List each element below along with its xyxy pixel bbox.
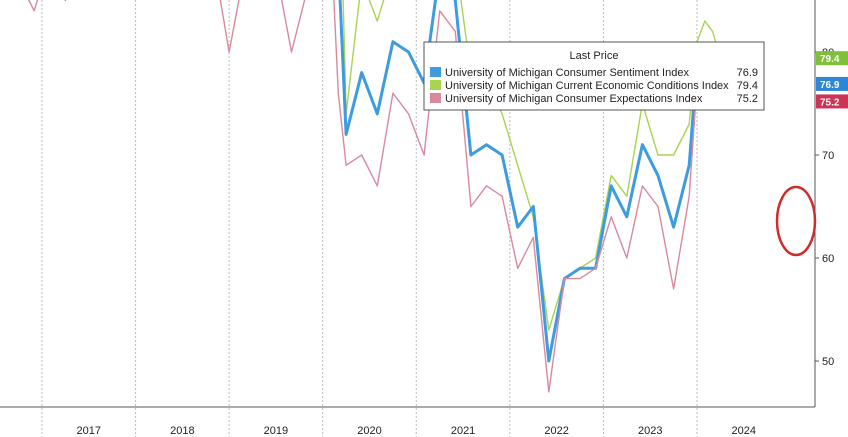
x-tick-label: 2020 bbox=[357, 425, 381, 437]
x-tick-label: 2024 bbox=[732, 425, 756, 437]
legend-title: Last Price bbox=[570, 50, 619, 62]
legend-entry: University of Michigan Current Economic … bbox=[430, 80, 758, 92]
legend-box bbox=[423, 41, 765, 111]
tag-label: 79.4 bbox=[820, 54, 840, 65]
x-tick-label: 2023 bbox=[638, 425, 662, 437]
tag-background bbox=[816, 51, 848, 66]
legend-swatch bbox=[430, 93, 441, 103]
y-tick-label: 50 bbox=[822, 356, 834, 368]
legend-swatch bbox=[430, 80, 441, 90]
legend-entry-name: University of Michigan Consumer Expectat… bbox=[445, 93, 703, 105]
last-value-tag: 79.4 bbox=[816, 51, 848, 66]
legend-entry-name: University of Michigan Consumer Sentimen… bbox=[445, 67, 689, 79]
x-tick-label: 2019 bbox=[264, 425, 288, 437]
legend: Last Price University of Michigan Consume… bbox=[423, 41, 765, 111]
tag-background bbox=[816, 76, 848, 91]
series-line-3 bbox=[27, 0, 722, 393]
tag-label: 76.9 bbox=[820, 80, 840, 91]
x-tick-label: 2018 bbox=[170, 425, 194, 437]
highlight-circle bbox=[775, 185, 817, 257]
last-value-tag: 75.2 bbox=[816, 94, 848, 109]
legend-entry: University of Michigan Consumer Sentimen… bbox=[430, 67, 758, 79]
tag-label: 75.2 bbox=[820, 97, 840, 108]
legend-entry-name: University of Michigan Current Economic … bbox=[445, 80, 729, 92]
y-tick-label: 60 bbox=[822, 253, 834, 265]
x-tick-label: 2021 bbox=[451, 425, 475, 437]
legend-swatch bbox=[430, 67, 441, 77]
legend-entry-value: 76.9 bbox=[737, 67, 758, 79]
x-tick-label: 2017 bbox=[77, 425, 101, 437]
legend-entry-value: 79.4 bbox=[737, 80, 758, 92]
y-tick-label: 70 bbox=[822, 150, 834, 162]
last-value-tags: 79.4 76.9 75.2 bbox=[816, 51, 848, 109]
latest-values-highlight bbox=[775, 185, 817, 257]
x-tick-label: 2022 bbox=[544, 425, 568, 437]
last-value-tag: 76.9 bbox=[816, 76, 848, 91]
legend-entry: University of Michigan Consumer Expectat… bbox=[430, 93, 758, 105]
series-line-1 bbox=[342, 0, 722, 331]
x-axis: 2017 2018 2019 2020 2021 2022 2023 2024 bbox=[0, 406, 815, 437]
tag-background bbox=[816, 94, 848, 109]
series-lines bbox=[27, 0, 722, 393]
series-line-2 bbox=[338, 0, 722, 363]
y-axis: 5060708090100110120 bbox=[814, 0, 834, 407]
legend-entry-value: 75.2 bbox=[737, 93, 758, 105]
